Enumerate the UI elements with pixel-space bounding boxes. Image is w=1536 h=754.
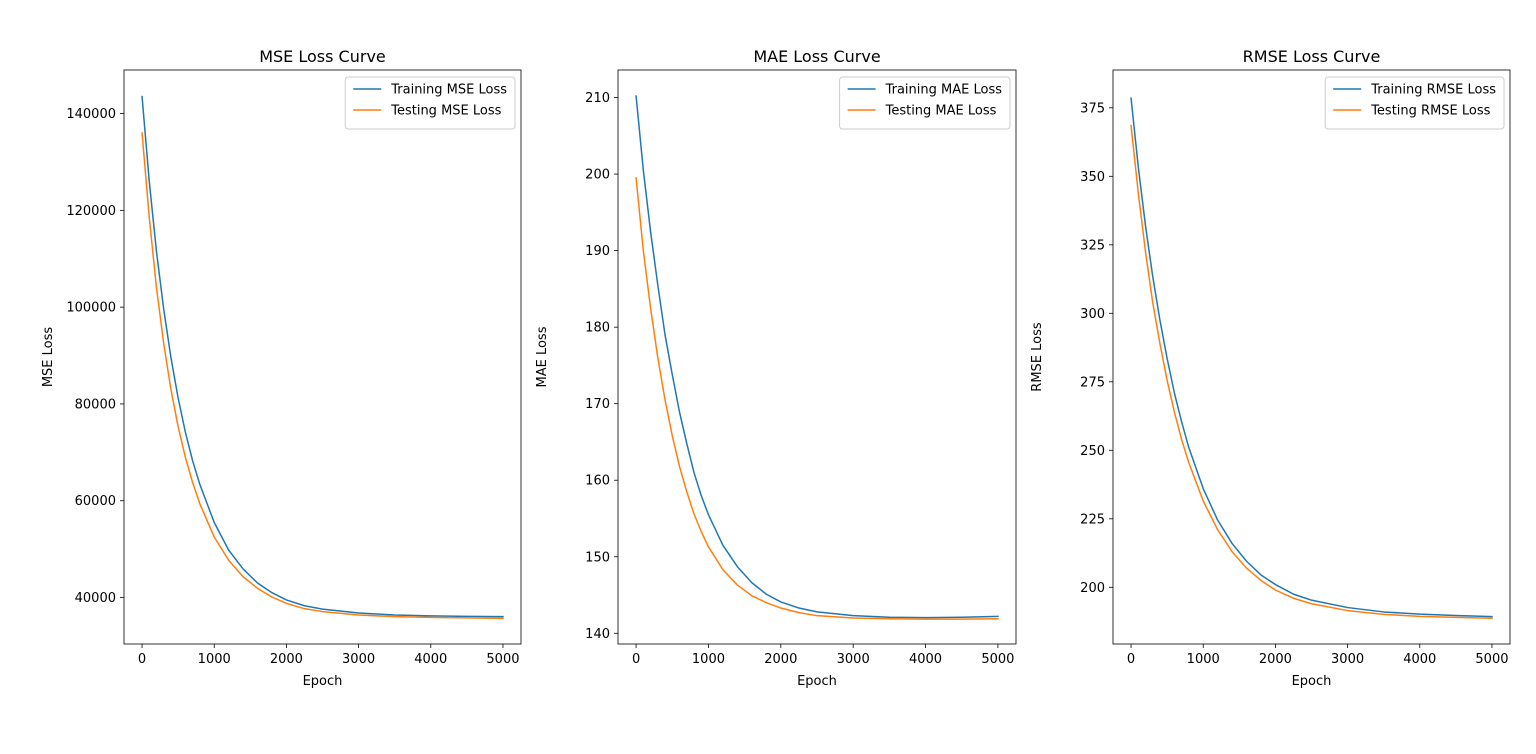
x-tick-label: 3000: [342, 652, 375, 667]
y-tick-label: 60000: [75, 494, 116, 509]
x-tick-label: 3000: [1331, 652, 1364, 667]
x-axis-label: Epoch: [1292, 674, 1332, 689]
chart-title: MSE Loss Curve: [259, 47, 386, 66]
y-tick-label: 350: [1080, 170, 1105, 185]
y-axis-label: MSE Loss: [41, 327, 56, 388]
x-tick-label: 4000: [414, 652, 447, 667]
y-tick-label: 80000: [75, 397, 116, 412]
x-tick-label: 0: [632, 652, 640, 667]
y-tick-label: 180: [585, 321, 610, 336]
legend-box: [344, 76, 516, 130]
series-line-testing: [1130, 124, 1493, 620]
y-tick-label: 275: [1080, 375, 1105, 390]
axes-frame: [1112, 69, 1511, 645]
y-tick-label: 200: [1080, 581, 1105, 596]
x-tick-label: 5000: [1475, 652, 1508, 667]
chart-panel-2: 0 1000 2000 3000 4000 5000 140 150 160 170 180 190 2…: [535, 47, 1017, 689]
legend-label-testing: Testing RMSE Loss: [1370, 104, 1490, 119]
series-line-testing: [141, 132, 504, 620]
y-tick-label: 140: [585, 627, 610, 642]
y-tick-label: 210: [585, 91, 610, 106]
y-tick-label: 160: [585, 474, 610, 489]
x-tick-label: 4000: [1403, 652, 1436, 667]
x-tick-label: 2000: [1259, 652, 1292, 667]
x-tick-label: 1000: [692, 652, 725, 667]
x-tick-label: 2000: [270, 652, 303, 667]
legend-label-testing: Testing MSE Loss: [390, 104, 501, 119]
legend-label-training: Training MAE Loss: [885, 83, 1003, 98]
y-tick-label: 375: [1080, 101, 1105, 116]
x-tick-label: 0: [138, 652, 146, 667]
y-tick-label: 140000: [66, 107, 116, 122]
x-axis-label: Epoch: [797, 674, 837, 689]
legend-box: [839, 76, 1011, 130]
y-tick-label: 120000: [66, 204, 116, 219]
y-tick-label: 100000: [66, 301, 116, 316]
x-tick-label: 1000: [1187, 652, 1220, 667]
chart-panel-3: 0 1000 2000 3000 4000 5000 200 225 250 275 300 325 3…: [1030, 47, 1511, 689]
y-tick-label: 170: [585, 397, 610, 412]
series-line-training: [1130, 97, 1493, 618]
y-tick-label: 225: [1080, 512, 1105, 527]
axes-frame: [617, 69, 1017, 645]
y-tick-label: 190: [585, 244, 610, 259]
legend: Training MSE Loss Testing MSE Loss: [344, 76, 516, 130]
y-tick-label: 325: [1080, 238, 1105, 253]
legend-label-testing: Testing MAE Loss: [885, 104, 997, 119]
legend-label-training: Training MSE Loss: [390, 83, 507, 98]
legend-box: [1324, 76, 1505, 130]
y-axis-label: RMSE Loss: [1030, 322, 1045, 392]
series-line-training: [635, 95, 999, 619]
x-axis-label: Epoch: [303, 674, 343, 689]
y-axis-label: MAE Loss: [535, 326, 550, 387]
x-tick-label: 5000: [486, 652, 519, 667]
x-tick-label: 5000: [981, 652, 1014, 667]
series-line-testing: [635, 177, 999, 620]
y-tick-label: 150: [585, 550, 610, 565]
y-tick-label: 200: [585, 168, 610, 183]
y-tick-label: 40000: [75, 591, 116, 606]
y-tick-label: 300: [1080, 307, 1105, 322]
legend-label-training: Training RMSE Loss: [1370, 83, 1496, 98]
axes-frame: [123, 69, 522, 645]
legend: Training MAE Loss Testing MAE Loss: [839, 76, 1011, 130]
chart-panel-1: 0 1000 2000 3000 4000 5000 40000 60000 80000 1000…: [41, 47, 522, 689]
chart-title: MAE Loss Curve: [753, 47, 880, 66]
chart-title: RMSE Loss Curve: [1243, 47, 1381, 66]
x-tick-label: 0: [1127, 652, 1135, 667]
series-line-training: [141, 95, 504, 618]
x-tick-label: 2000: [764, 652, 797, 667]
x-tick-label: 4000: [909, 652, 942, 667]
x-tick-label: 3000: [837, 652, 870, 667]
legend: Training RMSE Loss Testing RMSE Loss: [1324, 76, 1505, 130]
x-tick-label: 1000: [198, 652, 231, 667]
y-tick-label: 250: [1080, 444, 1105, 459]
